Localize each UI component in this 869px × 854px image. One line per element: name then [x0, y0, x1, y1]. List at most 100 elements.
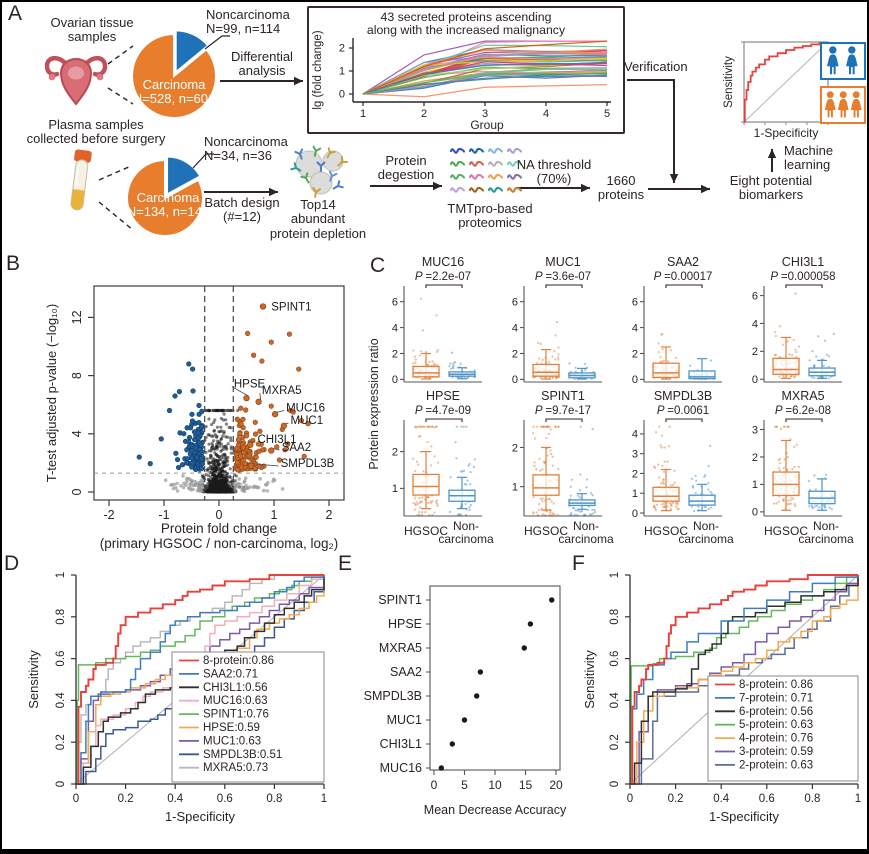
svg-text:SMPDL3B:0.51: SMPDL3B:0.51: [203, 749, 282, 761]
svg-text:0: 0: [632, 508, 638, 520]
svg-text:Group: Group: [470, 118, 504, 132]
svg-text:2: 2: [326, 508, 333, 522]
panel-c-label: C: [370, 254, 386, 277]
svg-text:0.4: 0.4: [55, 692, 67, 709]
svg-text:0: 0: [512, 374, 518, 386]
svg-text:4: 4: [512, 322, 518, 334]
svg-text:0.4: 0.4: [609, 692, 621, 709]
svg-text:0: 0: [216, 508, 223, 522]
mini-roc-plot: Sensitivity 1-Specificity: [723, 41, 829, 140]
svg-text:0.6: 0.6: [217, 793, 233, 805]
differential-analysis-label: Differential analysis: [231, 49, 293, 79]
svg-text:MUC1: MUC1: [545, 255, 580, 269]
svg-text:2: 2: [392, 446, 398, 458]
svg-text:P =0.00017: P =0.00017: [654, 271, 713, 283]
svg-text:SAA2:0.71: SAA2:0.71: [203, 668, 258, 680]
svg-text:SMPDL3B: SMPDL3B: [281, 458, 335, 470]
svg-text:1: 1: [360, 108, 366, 120]
svg-text:HGSOC: HGSOC: [644, 524, 688, 538]
svg-text:12: 12: [70, 310, 84, 324]
svg-text:P =4.7e-09: P =4.7e-09: [415, 405, 471, 417]
svg-text:CHI3L1: CHI3L1: [258, 434, 297, 446]
svg-text:P =9.7e-17: P =9.7e-17: [535, 405, 591, 417]
svg-text:8-protein:0.86: 8-protein:0.86: [203, 655, 274, 667]
blood-tube-icon: [60, 148, 100, 225]
svg-text:Sensitivity: Sensitivity: [582, 650, 597, 709]
boxplot-SPINT1: [531, 425, 597, 517]
boxplot-MXRA5: [772, 425, 836, 511]
svg-text:0.2: 0.2: [118, 793, 134, 805]
roc-legend: 8-protein: 0.867-protein: 0.71 6-protein:…: [707, 675, 859, 782]
roc-panel-f: 00 0.2 0.2 0.4 0.4 0.6 0.6 0.8 0.8 1 1 Sensitivity 1…: [582, 572, 861, 824]
tmtpro-proteomics-label: TMTpro-based proteomics: [447, 201, 533, 231]
svg-text:1: 1: [609, 572, 621, 578]
svg-text:MUC1: MUC1: [387, 713, 422, 727]
svg-text:4: 4: [632, 322, 638, 334]
svg-text:carcinoma: carcinoma: [678, 532, 734, 546]
svg-text:1: 1: [55, 572, 67, 578]
svg-text:2: 2: [752, 452, 758, 464]
spaghetti-lines: [362, 40, 608, 98]
svg-text:HPSE:0.59: HPSE:0.59: [203, 722, 260, 734]
svg-text:2: 2: [632, 348, 638, 360]
svg-text:Mean Decrease Accuracy: Mean Decrease Accuracy: [424, 803, 567, 817]
svg-text:7-protein: 0.71: 7-protein: 0.71: [739, 692, 813, 704]
svg-text:6: 6: [392, 296, 398, 308]
svg-text:P =0.000058: P =0.000058: [770, 271, 835, 283]
svg-text:HGSOC: HGSOC: [764, 524, 808, 538]
svg-text:SPINT1: SPINT1: [271, 301, 311, 313]
svg-text:SAA2: SAA2: [667, 255, 699, 269]
svg-text:MXRA5:0.73: MXRA5:0.73: [203, 762, 268, 774]
svg-text:SPINT1: SPINT1: [541, 389, 585, 403]
machine-learning-label: Machine learning: [784, 143, 834, 173]
svg-text:0: 0: [339, 89, 345, 101]
svg-text:HGSOC: HGSOC: [524, 524, 568, 538]
svg-text:0: 0: [752, 507, 758, 519]
svg-text:5-protein: 0.63: 5-protein: 0.63: [739, 719, 813, 731]
workflow-connectors-and-pies: [98, 29, 777, 237]
svg-text:P =3.6e-07: P =3.6e-07: [535, 271, 591, 283]
svg-text:4: 4: [752, 318, 758, 330]
svg-text:0: 0: [752, 374, 758, 386]
svg-text:MUC16: MUC16: [380, 761, 422, 775]
svg-text:carcinoma: carcinoma: [798, 532, 854, 546]
svg-text:T-test adjusted p-value (−log₁: T-test adjusted p-value (−log₁₀): [44, 304, 59, 483]
uterus-icon: [44, 48, 108, 115]
svg-text:carcinoma: carcinoma: [438, 532, 494, 546]
svg-text:0.8: 0.8: [804, 793, 820, 805]
svg-text:1: 1: [392, 483, 398, 495]
svg-text:0: 0: [632, 374, 638, 386]
svg-text:-2: -2: [103, 508, 114, 522]
svg-text:1: 1: [632, 488, 638, 500]
svg-text:HPSE: HPSE: [426, 389, 460, 403]
svg-text:6: 6: [752, 290, 758, 302]
svg-text:SMPDL3B: SMPDL3B: [654, 389, 712, 403]
svg-text:0.8: 0.8: [266, 793, 282, 805]
svg-text:0: 0: [609, 781, 621, 787]
peptide-squiggles-icon: [449, 144, 526, 203]
verification-label: Verification: [624, 59, 688, 74]
svg-text:1-Specificity: 1-Specificity: [165, 809, 236, 824]
plasma-samples-label: Plasma samples collected before surgery: [26, 117, 166, 147]
carcinoma-cohort-icon: [820, 86, 866, 124]
svg-text:3: 3: [752, 424, 758, 436]
svg-text:0: 0: [70, 488, 84, 495]
svg-text:P =6.2e-08: P =6.2e-08: [775, 405, 831, 417]
svg-text:2: 2: [632, 468, 638, 480]
svg-text:0: 0: [55, 781, 67, 787]
svg-text:along with the increased malig: along with the increased malignancy: [367, 23, 566, 37]
noncarcinoma-cohort-icon: [820, 42, 866, 80]
svg-text:8: 8: [70, 372, 84, 379]
svg-text:0.6: 0.6: [55, 651, 67, 667]
secreted-proteins-box: 43 secreted proteins ascending along with…: [307, 6, 625, 134]
roc-curves: [630, 574, 859, 785]
svg-text:0.6: 0.6: [759, 793, 775, 805]
svg-text:0.6: 0.6: [609, 651, 621, 667]
ovarian-tissue-samples-label: Ovarian tissue samples: [50, 15, 134, 45]
panel-d-label: D: [4, 552, 20, 575]
svg-text:Non-: Non-: [693, 519, 719, 533]
svg-text:0: 0: [627, 793, 633, 805]
svg-text:4-protein: 0.76: 4-protein: 0.76: [739, 733, 813, 745]
